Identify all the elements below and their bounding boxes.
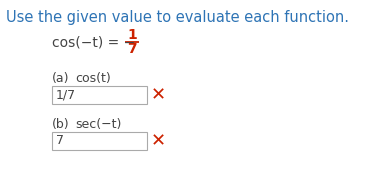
Text: 1/7: 1/7 — [56, 88, 76, 102]
Text: cos(t): cos(t) — [75, 72, 111, 85]
Text: ✕: ✕ — [151, 132, 166, 150]
Text: sec(−t): sec(−t) — [75, 118, 122, 131]
Text: 7: 7 — [56, 134, 64, 147]
Text: ✕: ✕ — [151, 86, 166, 104]
FancyBboxPatch shape — [52, 86, 147, 104]
Text: (b): (b) — [52, 118, 70, 131]
Text: cos(−t) = −: cos(−t) = − — [52, 35, 135, 49]
Text: Use the given value to evaluate each function.: Use the given value to evaluate each fun… — [6, 10, 349, 25]
Text: (a): (a) — [52, 72, 70, 85]
Text: 1: 1 — [127, 28, 137, 42]
FancyBboxPatch shape — [52, 132, 147, 150]
Text: 7: 7 — [127, 42, 137, 56]
